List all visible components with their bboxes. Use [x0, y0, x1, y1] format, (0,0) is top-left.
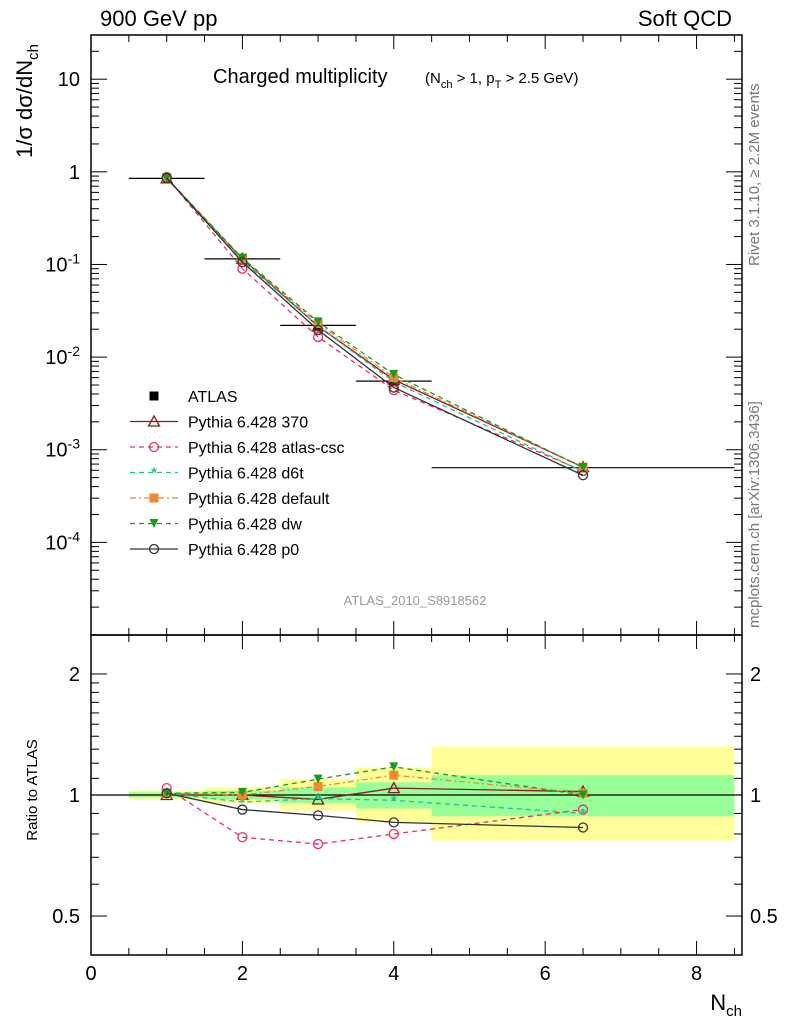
- ratio-series-point-4: [313, 774, 323, 784]
- x-tick-label: 4: [388, 963, 399, 985]
- series-point-4: [389, 369, 399, 379]
- ratio-y-tick-label: 2: [69, 664, 80, 686]
- ratio-series-point-3: [313, 781, 323, 791]
- ratio-y-axis-label: Ratio to ATLAS: [24, 739, 41, 840]
- x-tick-label: 6: [540, 963, 551, 985]
- ratio-series-point-1: [577, 804, 589, 815]
- analysis-watermark: ATLAS_2010_S8918562: [344, 593, 487, 608]
- y-tick-label: 10-3: [45, 436, 80, 462]
- ratio-series-point-4: [237, 787, 247, 797]
- ratio-y-tick-label: 0.5: [52, 906, 80, 928]
- ratio-y-tick-label: 1: [69, 785, 80, 807]
- ratio-series-point-5: [312, 810, 324, 821]
- y-axis-label: 1/σ dσ/dNch: [12, 44, 42, 158]
- ratio-series-point-1: [237, 832, 248, 843]
- x-tick-label: 2: [237, 963, 248, 985]
- ratio-series-point-5: [388, 817, 399, 828]
- series-point-5: [161, 172, 172, 184]
- ratio-y-tick-label-right: 1: [750, 785, 761, 807]
- chart-title: Charged multiplicity: [213, 66, 388, 88]
- ratio-series-line-2: [166, 792, 584, 815]
- series-point-5: [388, 382, 399, 393]
- x-tick-label: 8: [691, 963, 702, 985]
- ratio-series-point-1: [388, 828, 399, 840]
- series-point-4: [578, 463, 588, 473]
- ratio-series-point-2: *: [315, 791, 321, 808]
- legend-label: Pythia 6.428 atlas-csc: [188, 440, 345, 457]
- ratio-y-tick-label-right: 0.5: [750, 906, 778, 928]
- legend-label: Pythia 6.428 370: [188, 415, 308, 432]
- header-energy-label: 900 GeV pp: [100, 6, 218, 31]
- legend-marker: [149, 519, 159, 528]
- legend-label: Pythia 6.428 p0: [188, 542, 299, 559]
- ratio-series-point-4: [578, 790, 588, 800]
- y-tick-label: 10-4: [45, 528, 80, 554]
- series-point-2: *: [580, 464, 586, 481]
- legend-label: Pythia 6.428 default: [188, 491, 330, 508]
- y-tick-label: 1: [69, 162, 80, 184]
- ratio-series-point-2: *: [580, 805, 586, 822]
- series-point-4: [313, 317, 323, 327]
- series-line-2: [166, 177, 584, 473]
- ratio-series-point-0: [387, 781, 401, 794]
- ratio-series-line-5: [166, 792, 584, 829]
- ratio-series-line-0: [166, 787, 584, 801]
- ratio-series-point-5: [577, 822, 589, 833]
- ratio-series-point-5: [237, 804, 248, 815]
- header-category-label: Soft QCD: [637, 6, 732, 31]
- series-point-1: [237, 263, 248, 274]
- series-point-5: [312, 324, 324, 336]
- legend-marker: [147, 414, 161, 427]
- legend-label: Pythia 6.428 dw: [188, 517, 302, 534]
- legend-marker: [149, 391, 159, 401]
- series-line-5: [166, 177, 584, 476]
- ratio-series-point-2: *: [239, 794, 245, 811]
- y-tick-label: 10-1: [45, 250, 80, 276]
- series-point-5: [237, 256, 248, 268]
- legend-label: Pythia 6.428 d6t: [188, 466, 304, 483]
- ratio-series-point-1: [312, 838, 324, 850]
- legend-marker: [148, 543, 160, 555]
- ratio-series-point-4: [389, 762, 399, 772]
- legend-marker: [148, 441, 160, 453]
- legend-marker: [149, 493, 159, 503]
- series-point-1: [312, 331, 324, 343]
- ratio-series-point-3: [389, 770, 399, 780]
- x-tick-label: 0: [85, 963, 96, 985]
- chart-title-cuts: (Nch > 1, pT > 2.5 GeV): [425, 70, 578, 91]
- y-tick-label: 10: [58, 69, 80, 91]
- ratio-series-point-2: *: [391, 792, 397, 809]
- legend-label: ATLAS: [188, 389, 238, 406]
- series-point-5: [577, 470, 589, 481]
- legend-marker: *: [151, 465, 157, 482]
- ratio-y-tick-label-right: 2: [750, 664, 761, 686]
- ratio-series-line-1: [166, 787, 584, 845]
- ratio-series-point-5: [161, 788, 172, 799]
- x-axis-label: Nch: [710, 990, 742, 1020]
- y-tick-label: 10-2: [45, 343, 80, 369]
